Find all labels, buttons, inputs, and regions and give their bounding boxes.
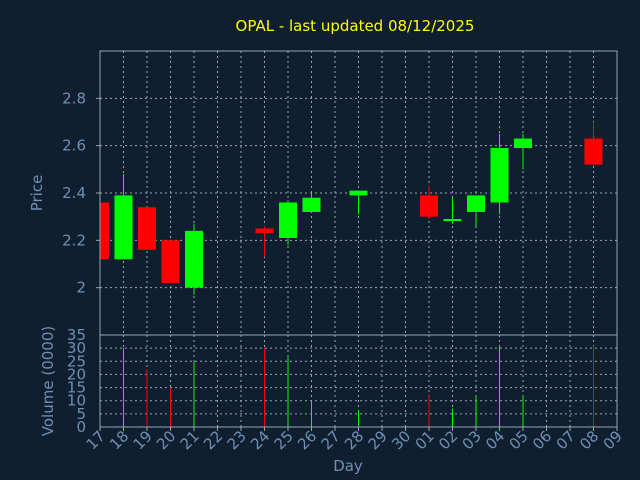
candle-body [467,195,485,212]
candle-body [185,230,203,288]
x-tick-label: 06 [529,427,555,453]
x-tick-labels: 1718192021222324252627282930010203040506… [83,427,626,453]
x-tick-label: 24 [247,427,273,453]
volume-tick-label: 20 [67,365,86,383]
volume-tick-label: 10 [67,392,86,410]
x-tick-label: 21 [177,427,203,453]
volume-tick-label: 30 [67,339,86,357]
candle-body [490,148,509,203]
volume-tick-label: 5 [76,405,86,423]
candlesticks [99,122,603,295]
candle-body [302,197,321,212]
price-tick-label: 2.8 [62,89,86,107]
x-tick-label: 05 [506,427,532,453]
x-tick-label: 25 [271,427,297,453]
x-tick-label: 19 [130,427,156,453]
x-tick-label: 08 [576,427,602,453]
x-tick-label: 03 [459,427,485,453]
volume-panel-frame [99,334,618,428]
price-tick-label: 2 [76,279,86,297]
candle-body [138,207,156,250]
candle-body [255,228,274,234]
candle-body [420,195,438,217]
volume-tick-label: 35 [67,326,86,344]
x-tick-label: 26 [294,427,320,453]
volume-tick-label: 0 [76,418,86,436]
candle-body [114,195,133,260]
price-tick-labels: 2 2.2 2.4 2.6 2.8 [62,89,86,296]
volume-tick-label: 15 [67,379,86,397]
candle-body [514,138,532,149]
x-tick-label: 07 [553,427,579,453]
x-tick-label: 04 [482,427,508,453]
candle-body [100,202,109,260]
chart-title: OPAL - last updated 08/12/2025 [236,17,475,35]
x-tick-label: 17 [83,427,109,453]
price-axis-label: Price [28,175,46,212]
candle-body [349,190,368,196]
candle-body [584,138,603,165]
x-tick-label: 18 [106,427,132,453]
volume-tick-label: 25 [67,352,86,370]
x-tick-label: 02 [435,427,461,453]
candle-body [443,219,462,222]
x-axis-label: Day [333,457,363,475]
x-tick-label: 01 [412,427,438,453]
price-tick-label: 2.2 [62,231,86,249]
price-tick-label: 2.6 [62,137,86,155]
x-tick-label: 28 [341,427,367,453]
x-tick-label: 22 [200,427,226,453]
x-tick-label: 27 [318,427,344,453]
price-tick-label: 2.4 [62,184,86,202]
x-tick-label: 23 [224,427,250,453]
x-tick-label: 20 [153,427,179,453]
x-tick-label: 29 [365,427,391,453]
volume-bars [123,345,594,427]
candle-body [279,202,297,238]
volume-axis-label: Volume (0000) [39,326,57,436]
x-tick-label: 09 [600,427,626,453]
x-tick-label: 30 [388,427,414,453]
candle-body [161,240,180,283]
